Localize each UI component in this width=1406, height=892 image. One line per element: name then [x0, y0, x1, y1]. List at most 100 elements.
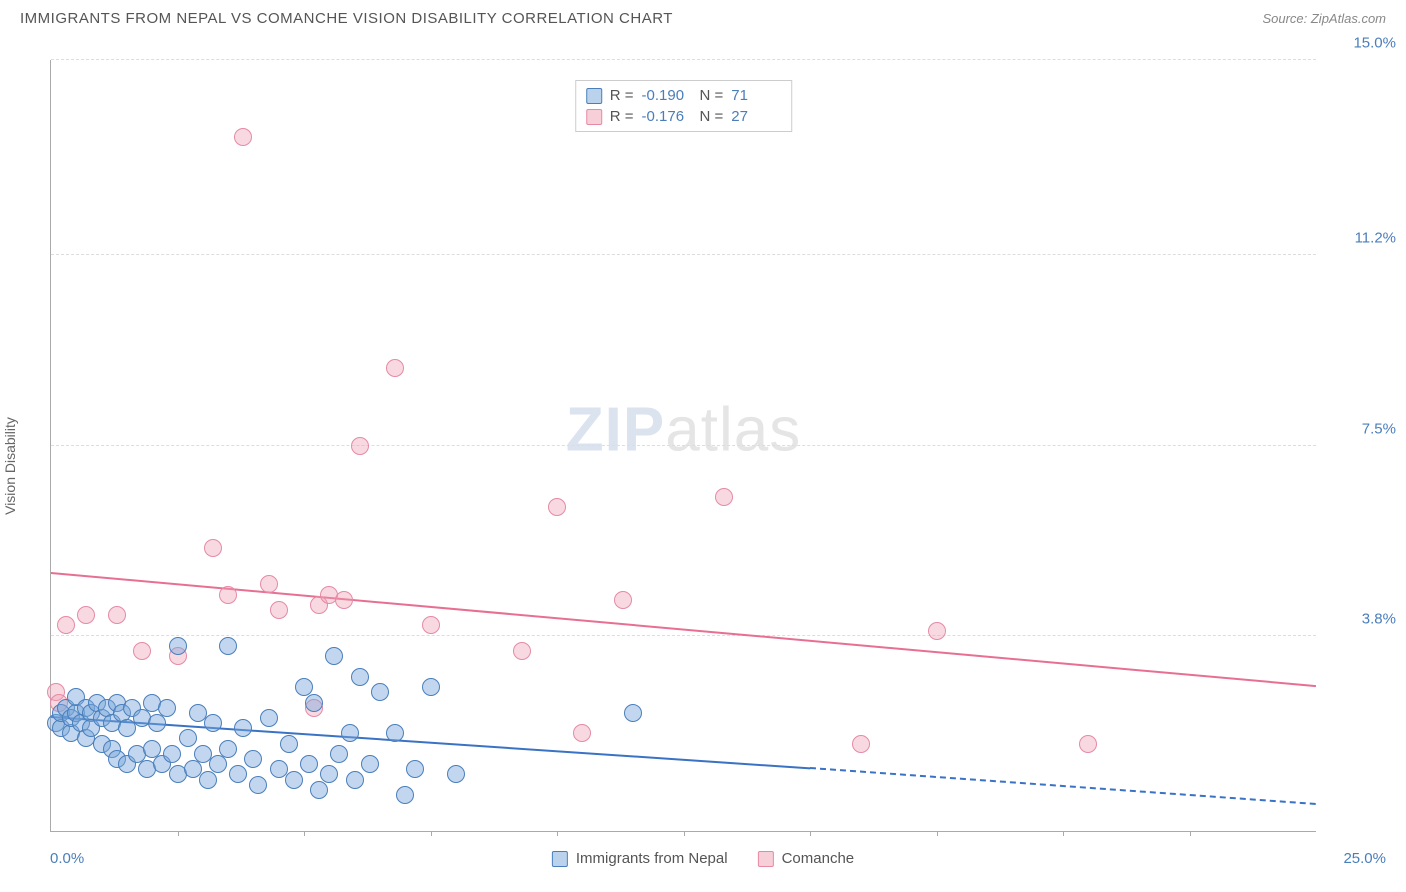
legend-label-1: Immigrants from Nepal — [576, 850, 728, 867]
y-tick-label: 3.8% — [1326, 610, 1396, 627]
data-point — [320, 765, 338, 783]
swatch-blue-icon — [552, 851, 568, 867]
legend-label-2: Comanche — [782, 850, 855, 867]
stat-n-value-2: 27 — [731, 108, 781, 125]
data-point — [209, 755, 227, 773]
data-point — [351, 437, 369, 455]
data-point — [229, 765, 247, 783]
data-point — [199, 771, 217, 789]
stats-legend-box: R = -0.190 N = 71 R = -0.176 N = 27 — [575, 80, 793, 132]
data-point — [280, 735, 298, 753]
y-axis-label: Vision Disability — [2, 417, 18, 515]
x-tick-mark — [557, 831, 558, 836]
data-point — [234, 128, 252, 146]
data-point — [447, 765, 465, 783]
data-point — [341, 724, 359, 742]
data-point — [715, 488, 733, 506]
swatch-pink-icon — [758, 851, 774, 867]
data-point — [163, 745, 181, 763]
data-point — [204, 714, 222, 732]
data-point — [548, 498, 566, 516]
stat-r-label: R = — [610, 108, 634, 125]
data-point — [204, 539, 222, 557]
data-point — [406, 760, 424, 778]
data-point — [335, 591, 353, 609]
x-tick-mark — [431, 831, 432, 836]
y-tick-label: 11.2% — [1326, 230, 1396, 247]
data-point — [330, 745, 348, 763]
stat-n-value-1: 71 — [731, 87, 781, 104]
legend-item-2: Comanche — [758, 850, 855, 867]
stats-row-2: R = -0.176 N = 27 — [586, 106, 782, 127]
data-point — [158, 699, 176, 717]
data-point — [219, 740, 237, 758]
data-point — [148, 714, 166, 732]
data-point — [169, 637, 187, 655]
data-point — [361, 755, 379, 773]
data-point — [614, 591, 632, 609]
stat-r-label: R = — [610, 87, 634, 104]
x-tick-max: 25.0% — [1343, 850, 1386, 867]
x-tick-mark — [810, 831, 811, 836]
stat-r-value-2: -0.176 — [642, 108, 692, 125]
stat-n-label: N = — [700, 108, 724, 125]
data-point — [928, 622, 946, 640]
swatch-pink-icon — [586, 109, 602, 125]
x-tick-mark — [684, 831, 685, 836]
data-point — [234, 719, 252, 737]
data-point — [573, 724, 591, 742]
data-point — [624, 704, 642, 722]
x-tick-mark — [304, 831, 305, 836]
x-tick-mark — [1190, 831, 1191, 836]
data-point — [270, 601, 288, 619]
data-point — [219, 637, 237, 655]
data-point — [179, 729, 197, 747]
swatch-blue-icon — [586, 88, 602, 104]
data-point — [371, 683, 389, 701]
stat-r-value-1: -0.190 — [642, 87, 692, 104]
legend-item-1: Immigrants from Nepal — [552, 850, 728, 867]
plot-area: ZIPatlas R = -0.190 N = 71 R = -0.176 N … — [50, 60, 1316, 832]
data-point — [305, 694, 323, 712]
stats-row-1: R = -0.190 N = 71 — [586, 85, 782, 106]
data-point — [285, 771, 303, 789]
y-tick-label: 15.0% — [1326, 35, 1396, 52]
x-tick-mark — [1063, 831, 1064, 836]
data-point — [219, 586, 237, 604]
data-point — [325, 647, 343, 665]
watermark-bold: ZIP — [566, 396, 665, 465]
chart-source: Source: ZipAtlas.com — [1262, 11, 1386, 26]
data-point — [249, 776, 267, 794]
data-point — [300, 755, 318, 773]
data-point — [133, 642, 151, 660]
data-point — [513, 642, 531, 660]
gridline — [51, 254, 1316, 255]
trend-line — [810, 767, 1316, 805]
data-point — [852, 735, 870, 753]
data-point — [77, 606, 95, 624]
chart-header: IMMIGRANTS FROM NEPAL VS COMANCHE VISION… — [0, 0, 1406, 27]
data-point — [57, 616, 75, 634]
stat-n-label: N = — [700, 87, 724, 104]
data-point — [346, 771, 364, 789]
data-point — [386, 724, 404, 742]
chart-title: IMMIGRANTS FROM NEPAL VS COMANCHE VISION… — [20, 10, 673, 27]
data-point — [310, 781, 328, 799]
data-point — [260, 709, 278, 727]
data-point — [244, 750, 262, 768]
gridline — [51, 635, 1316, 636]
trend-line — [51, 572, 1316, 687]
watermark: ZIPatlas — [566, 395, 801, 466]
data-point — [351, 668, 369, 686]
x-tick-mark — [178, 831, 179, 836]
bottom-legend: Immigrants from Nepal Comanche — [552, 850, 854, 867]
data-point — [260, 575, 278, 593]
gridline — [51, 445, 1316, 446]
data-point — [108, 606, 126, 624]
watermark-light: atlas — [665, 396, 801, 465]
data-point — [386, 359, 404, 377]
chart-container: Vision Disability ZIPatlas R = -0.190 N … — [0, 40, 1406, 892]
data-point — [1079, 735, 1097, 753]
x-tick-min: 0.0% — [50, 850, 84, 867]
data-point — [422, 678, 440, 696]
